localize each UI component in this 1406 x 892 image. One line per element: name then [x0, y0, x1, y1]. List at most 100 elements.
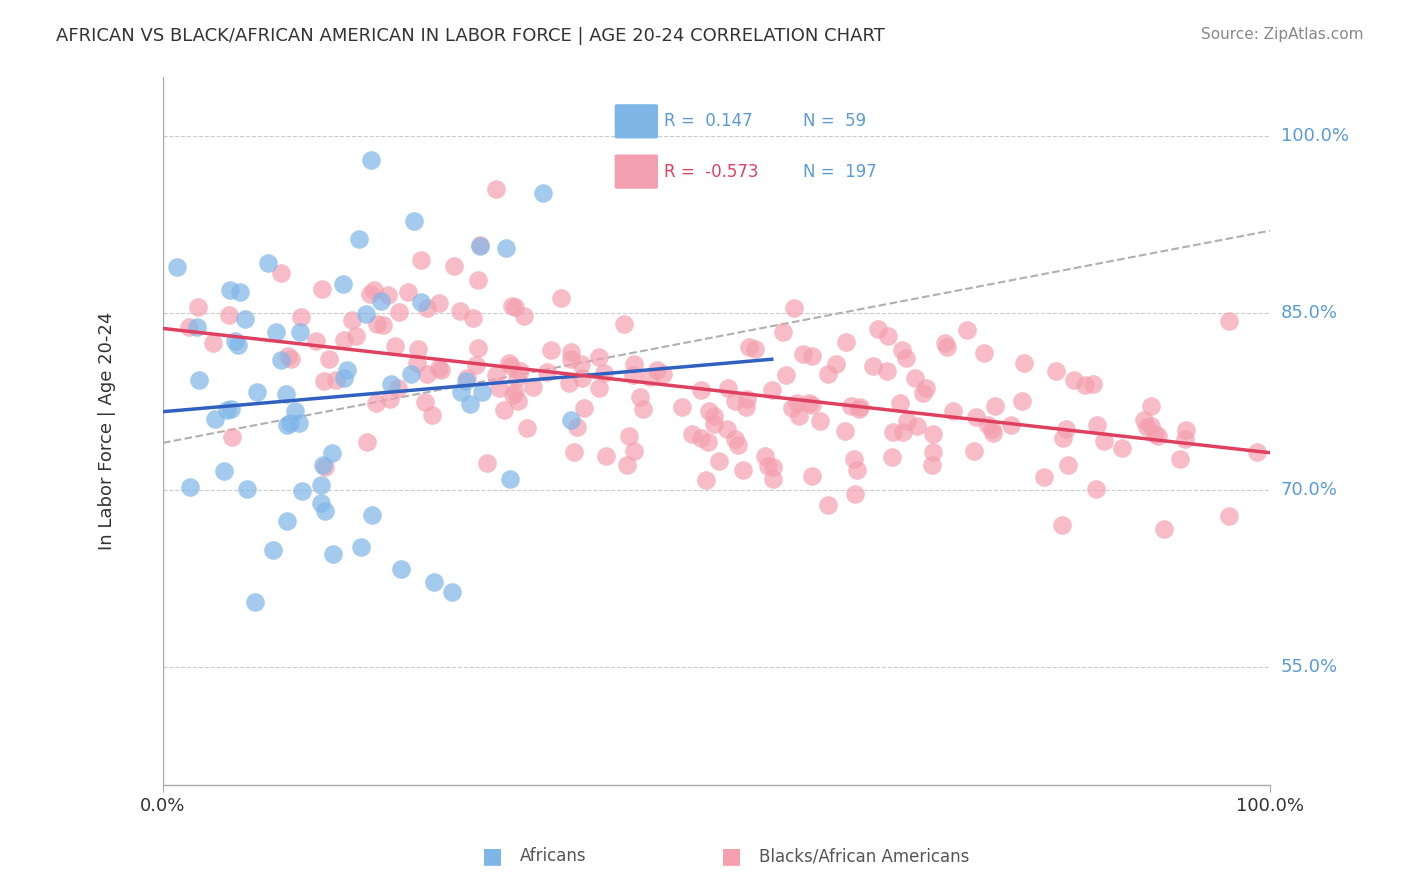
Point	[876, 364, 898, 378]
Point	[262, 543, 284, 558]
Point	[314, 504, 336, 518]
Point	[356, 435, 378, 450]
Point	[177, 320, 200, 334]
Text: 70.0%: 70.0%	[1281, 481, 1339, 499]
Point	[1140, 399, 1163, 413]
Point	[640, 369, 662, 384]
Point	[430, 362, 453, 376]
Point	[1045, 364, 1067, 378]
Point	[921, 445, 943, 459]
Point	[361, 508, 384, 523]
Point	[1218, 314, 1240, 328]
Point	[690, 383, 713, 397]
Point	[321, 446, 343, 460]
Point	[631, 401, 654, 416]
Point	[443, 259, 465, 273]
Point	[689, 431, 711, 445]
Point	[187, 374, 209, 388]
Point	[890, 343, 912, 357]
Point	[896, 415, 918, 429]
Point	[1175, 423, 1198, 437]
Point	[849, 400, 872, 414]
Point	[1081, 377, 1104, 392]
Point	[309, 496, 332, 510]
Point	[707, 454, 730, 468]
Point	[461, 310, 484, 325]
Point	[325, 373, 347, 387]
Point	[973, 345, 995, 359]
Point	[411, 252, 433, 267]
Point	[983, 399, 1005, 413]
Point	[212, 464, 235, 478]
Point	[314, 374, 336, 388]
Point	[834, 424, 856, 438]
Point	[540, 343, 562, 357]
Point	[366, 395, 388, 409]
Point	[787, 409, 810, 423]
Point	[848, 402, 870, 417]
Point	[494, 402, 516, 417]
Point	[449, 304, 471, 318]
Point	[221, 402, 243, 417]
Point	[616, 458, 638, 473]
Point	[1153, 522, 1175, 536]
Point	[229, 285, 252, 299]
Point	[312, 458, 335, 472]
Point	[467, 341, 489, 355]
Point	[522, 380, 544, 394]
Point	[593, 366, 616, 380]
Point	[731, 463, 754, 477]
Text: Africans: Africans	[520, 847, 586, 865]
Point	[221, 430, 243, 444]
Point	[277, 349, 299, 363]
Point	[1085, 482, 1108, 496]
Point	[772, 325, 794, 339]
Point	[508, 394, 530, 409]
Point	[270, 353, 292, 368]
Point	[1054, 422, 1077, 436]
Point	[882, 450, 904, 464]
Point	[560, 345, 582, 359]
Point	[588, 381, 610, 395]
Point	[628, 390, 651, 404]
Text: R =  0.147: R = 0.147	[664, 112, 752, 130]
Point	[290, 325, 312, 339]
Point	[1092, 434, 1115, 448]
Point	[485, 368, 508, 383]
Text: Blacks/African Americans: Blacks/African Americans	[759, 847, 970, 865]
Point	[309, 478, 332, 492]
Point	[786, 396, 808, 410]
Point	[202, 336, 225, 351]
Point	[894, 351, 917, 366]
Point	[1135, 420, 1157, 434]
Point	[623, 444, 645, 458]
Point	[934, 336, 956, 351]
Point	[502, 387, 524, 401]
Point	[1144, 427, 1167, 442]
Point	[342, 313, 364, 327]
Point	[503, 300, 526, 314]
Point	[454, 375, 477, 389]
Point	[224, 334, 246, 348]
Point	[516, 420, 538, 434]
Point	[179, 480, 201, 494]
Point	[350, 541, 373, 555]
Point	[377, 288, 399, 302]
Point	[560, 413, 582, 427]
Point	[276, 418, 298, 433]
Text: 85.0%: 85.0%	[1281, 304, 1339, 322]
Point	[219, 283, 242, 297]
Point	[243, 595, 266, 609]
Point	[470, 238, 492, 252]
Point	[322, 547, 344, 561]
Point	[166, 260, 188, 274]
Text: In Labor Force | Age 20-24: In Labor Force | Age 20-24	[98, 312, 117, 550]
Point	[388, 305, 411, 319]
Text: 55.0%: 55.0%	[1281, 658, 1339, 676]
Point	[560, 352, 582, 367]
Point	[623, 357, 645, 371]
Point	[562, 445, 585, 459]
Point	[1140, 418, 1163, 433]
Point	[588, 351, 610, 365]
Point	[427, 296, 450, 310]
